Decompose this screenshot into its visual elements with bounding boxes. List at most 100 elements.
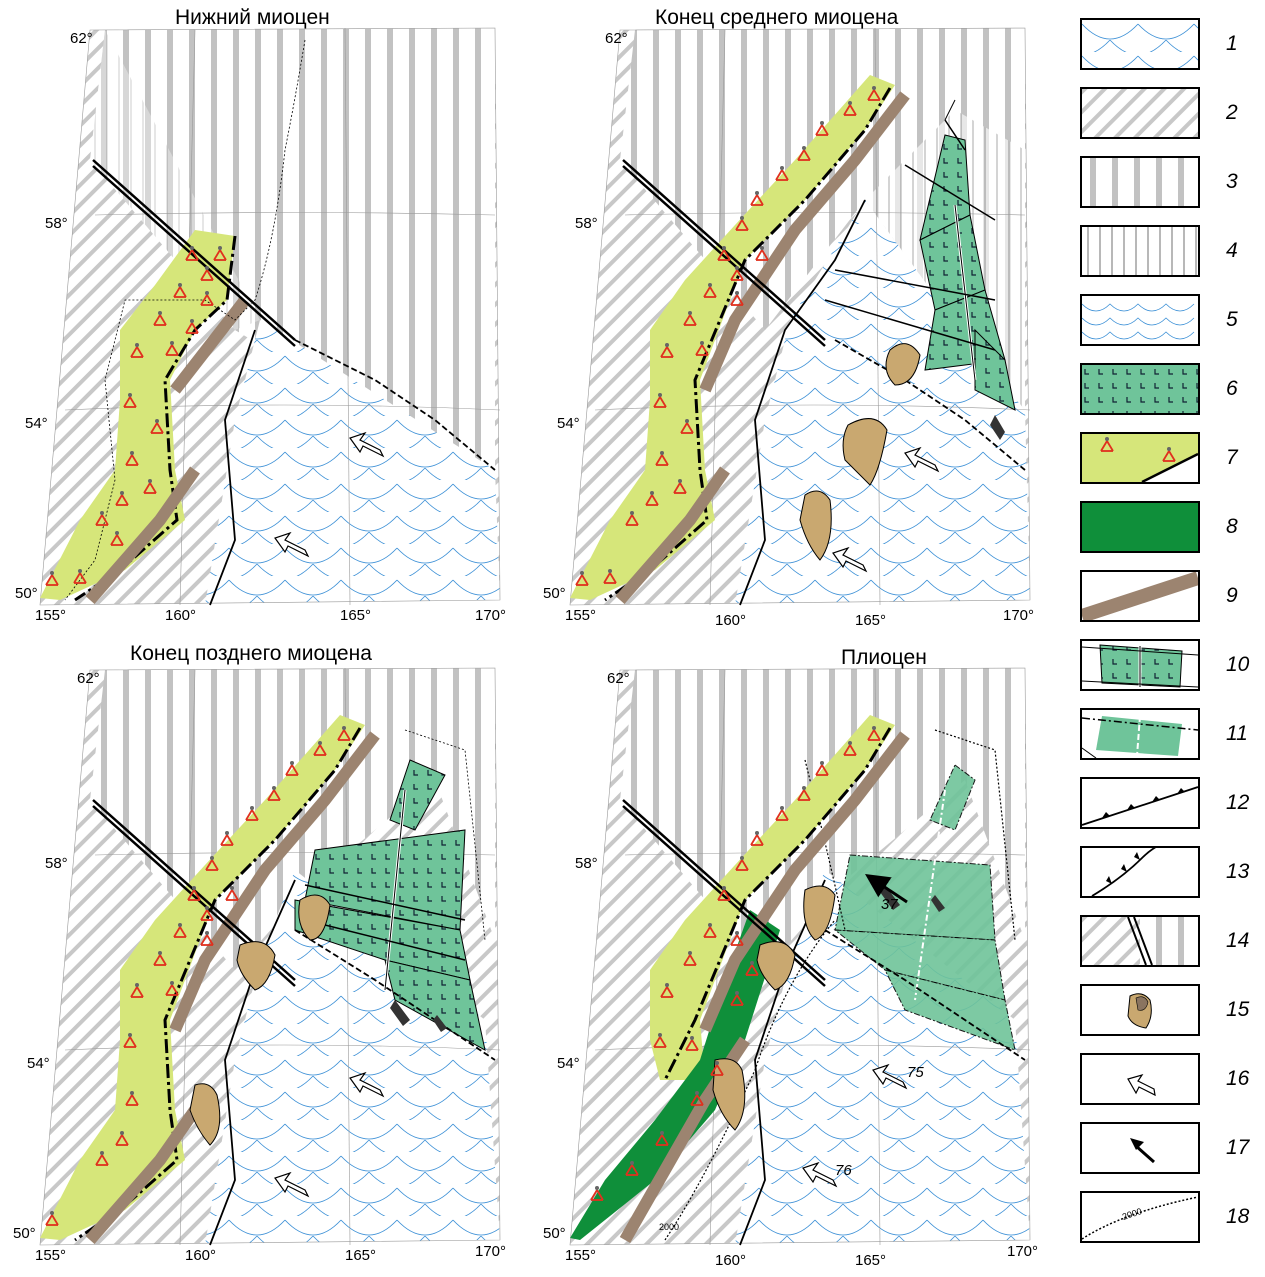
- lon-label-165: 165°: [345, 1247, 377, 1264]
- lat-label-50: 50°: [13, 1225, 36, 1242]
- legend-number: 6: [1226, 377, 1238, 400]
- lon-label-170: 170°: [475, 1243, 507, 1260]
- lon-label-155: 155°: [565, 1247, 597, 1264]
- plate-motion-arrows: [832, 446, 940, 573]
- legend-item-12: 12: [1076, 773, 1265, 831]
- lat-label-54: 54°: [27, 1055, 50, 1072]
- legend-number: 2: [1226, 101, 1238, 124]
- legend-swatch-transform-fault: [1080, 915, 1200, 967]
- legend-swatch-subduction-zone: [1080, 777, 1200, 829]
- map-canvas: [569, 27, 1031, 606]
- lat-label-58: 58°: [575, 855, 598, 872]
- legend-swatch-active-arc: [1080, 501, 1200, 553]
- lat-label-62: 62°: [607, 670, 630, 687]
- lat-label-54: 54°: [557, 1055, 580, 1072]
- legend-number: 18: [1226, 1205, 1250, 1228]
- lat-label-62: 62°: [77, 670, 100, 687]
- volcanic-belt: [40, 715, 365, 1240]
- legend-item-2: 2: [1076, 83, 1265, 141]
- legend-item-4: 4: [1076, 221, 1265, 279]
- volcanic-belt: [650, 715, 895, 1080]
- isobath-label: 2000: [659, 1222, 680, 1232]
- legend-swatch-absolute-motion-arrow: [1080, 1122, 1200, 1174]
- forearc-trough: [699, 731, 910, 1033]
- legend-swatch-paleo-subduction: [1080, 846, 1200, 898]
- legend-swatch-ocean-pacific: [1080, 18, 1200, 70]
- seamount-icons: [799, 343, 1005, 561]
- legend-item-11: 11: [1076, 704, 1265, 762]
- volcanic-belt: [40, 230, 235, 600]
- legend-item-13: 13: [1076, 842, 1265, 900]
- legend-number: 5: [1226, 308, 1238, 331]
- legend-item-15: 15: [1076, 980, 1265, 1038]
- legend-number: 9: [1226, 584, 1238, 607]
- legend-item-14: 14: [1076, 911, 1265, 969]
- map-canvas: [39, 27, 501, 606]
- lon-label-170: 170°: [1003, 607, 1035, 624]
- lon-label-170: 170°: [1007, 1243, 1039, 1260]
- legend-swatch-pliocene-blocks: [1080, 708, 1200, 760]
- lat-label-54: 54°: [557, 415, 580, 432]
- legend-number: 3: [1226, 170, 1238, 193]
- legend-swatch-seamount: [1080, 984, 1200, 1036]
- lat-label-58: 58°: [45, 855, 68, 872]
- lat-label-58: 58°: [575, 215, 598, 232]
- lon-label-160: 160°: [715, 1252, 747, 1269]
- legend-item-8: 8: [1076, 497, 1265, 555]
- vector-label-75: 75: [907, 1064, 924, 1081]
- map-panel-end-late-miocene: Конец позднего миоцена 62° 58° 54° 50° 1…: [5, 640, 515, 1264]
- map-panel-lower-miocene: Нижний миоцен 62° 58° 54° 50° 155° 160° …: [5, 0, 515, 624]
- legend-number: 7: [1226, 446, 1238, 469]
- legend-swatch-volcanic-belt: [1080, 432, 1200, 484]
- lon-label-160: 160°: [185, 1247, 217, 1264]
- legend-number: 1: [1226, 32, 1238, 55]
- arc-blocks: [919, 134, 1016, 411]
- lat-label-50: 50°: [543, 585, 566, 602]
- legend-swatch-forearc-trough: [1080, 570, 1200, 622]
- legend-number: 17: [1226, 1136, 1250, 1159]
- ocean-area: [205, 320, 500, 605]
- seamount-icons: [189, 894, 447, 1146]
- map-canvas: [39, 667, 501, 1246]
- panel-title: Нижний миоцен: [175, 6, 330, 29]
- vector-label-37: 37: [881, 896, 898, 913]
- legend-swatch-okhotsk-plate: [1080, 87, 1200, 139]
- lon-label-160: 160°: [165, 607, 197, 624]
- lat-label-50: 50°: [15, 585, 38, 602]
- legend-number: 13: [1226, 860, 1250, 883]
- legend-item-17: 17: [1076, 1118, 1265, 1176]
- lat-label-50: 50°: [543, 1225, 566, 1242]
- lat-label-58: 58°: [45, 215, 68, 232]
- legend-swatch-isobath: 2000: [1080, 1191, 1200, 1243]
- legend-item-16: 16: [1076, 1049, 1265, 1107]
- lon-label-165: 165°: [340, 607, 372, 624]
- legend-number: 12: [1226, 791, 1250, 814]
- lon-label-155: 155°: [565, 607, 597, 624]
- legend-number: 15: [1226, 998, 1250, 1021]
- lat-label-62: 62°: [605, 30, 628, 47]
- legend-item-1: 1: [1076, 14, 1265, 72]
- legend-swatch-relative-motion-arrow: [1080, 1053, 1200, 1105]
- lon-label-155: 155°: [35, 607, 67, 624]
- legend-item-9: 9: [1076, 566, 1265, 624]
- legend-item-7: 7: [1076, 428, 1265, 486]
- legend-item-6: 6: [1076, 359, 1265, 417]
- legend-number: 10: [1226, 653, 1250, 676]
- panel-title: Плиоцен: [841, 646, 927, 669]
- lon-label-165: 165°: [855, 612, 887, 629]
- forearc-trough: [170, 296, 250, 394]
- panel-title: Конец среднего миоцена: [655, 6, 899, 29]
- absolute-motion-arrow: [865, 874, 908, 904]
- legend-number: 14: [1226, 929, 1250, 952]
- legend-item-10: 10: [1076, 635, 1265, 693]
- panel-title: Конец позднего миоцена: [130, 642, 372, 665]
- lon-label-170: 170°: [475, 607, 507, 624]
- arc-blocks: [833, 764, 1016, 1051]
- legend-number: 16: [1226, 1067, 1250, 1090]
- legend-item-18: 2000 18: [1076, 1187, 1265, 1245]
- plate-motion-arrows: [274, 1071, 385, 1198]
- legend-swatch-komandorsky-basin: [1080, 294, 1200, 346]
- legend-swatch-bering-plate: [1080, 225, 1200, 277]
- lat-label-62: 62°: [70, 30, 93, 47]
- isobath-line: [664, 919, 836, 1241]
